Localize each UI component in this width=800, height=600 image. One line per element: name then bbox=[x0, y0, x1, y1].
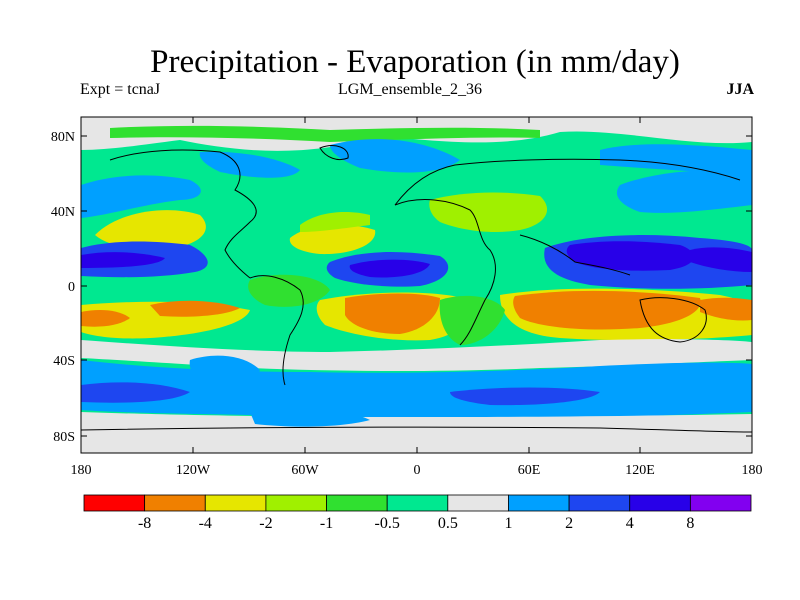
colorbar-swatch bbox=[508, 495, 569, 511]
x-tick-label: 120E bbox=[625, 463, 655, 478]
x-tick-label: 0 bbox=[414, 463, 421, 478]
colorbar-label: -0.5 bbox=[375, 515, 400, 532]
pe-field bbox=[81, 117, 752, 453]
colorbar-label: 1 bbox=[504, 515, 512, 532]
colorbar-swatch bbox=[84, 495, 145, 511]
colorbar-swatch bbox=[266, 495, 327, 511]
colorbar-label: -1 bbox=[320, 515, 333, 532]
x-tick-label: 60W bbox=[291, 463, 319, 478]
x-tick-label: 180 bbox=[71, 463, 92, 478]
colorbar-label: 4 bbox=[626, 515, 634, 532]
y-tick-label: 40N bbox=[51, 205, 75, 220]
colorbar-swatch bbox=[387, 495, 448, 511]
colorbar-swatch bbox=[569, 495, 630, 511]
colorbar-label: -4 bbox=[199, 515, 212, 532]
colorbar-swatch bbox=[145, 495, 206, 511]
y-tick-label: 0 bbox=[68, 280, 75, 295]
colorbar-swatch bbox=[205, 495, 266, 511]
x-tick-label: 60E bbox=[518, 463, 541, 478]
map-figure: 80N 40N 0 40S 80S 180 120W 60W 0 60E 120E 180 -8 -4… bbox=[0, 0, 800, 600]
colorbar-label: -8 bbox=[138, 515, 151, 532]
colorbar-label: 0.5 bbox=[438, 515, 458, 532]
y-tick-label: 40S bbox=[53, 354, 75, 369]
field-antarctic-band bbox=[81, 412, 752, 453]
colorbar-swatch bbox=[690, 495, 751, 511]
colorbar-swatch bbox=[327, 495, 388, 511]
colorbar-label: 2 bbox=[565, 515, 573, 532]
colorbar-swatch bbox=[630, 495, 691, 511]
colorbar-label: 8 bbox=[686, 515, 694, 532]
x-tick-label: 120W bbox=[176, 463, 211, 478]
y-tick-label: 80S bbox=[53, 430, 75, 445]
y-tick-label: 80N bbox=[51, 130, 75, 145]
colorbar-label: -2 bbox=[259, 515, 272, 532]
colorbar: -8 -4 -2 -1 -0.5 0.5 1 2 4 8 bbox=[84, 495, 751, 532]
colorbar-swatch bbox=[448, 495, 509, 511]
x-tick-label: 180 bbox=[742, 463, 763, 478]
